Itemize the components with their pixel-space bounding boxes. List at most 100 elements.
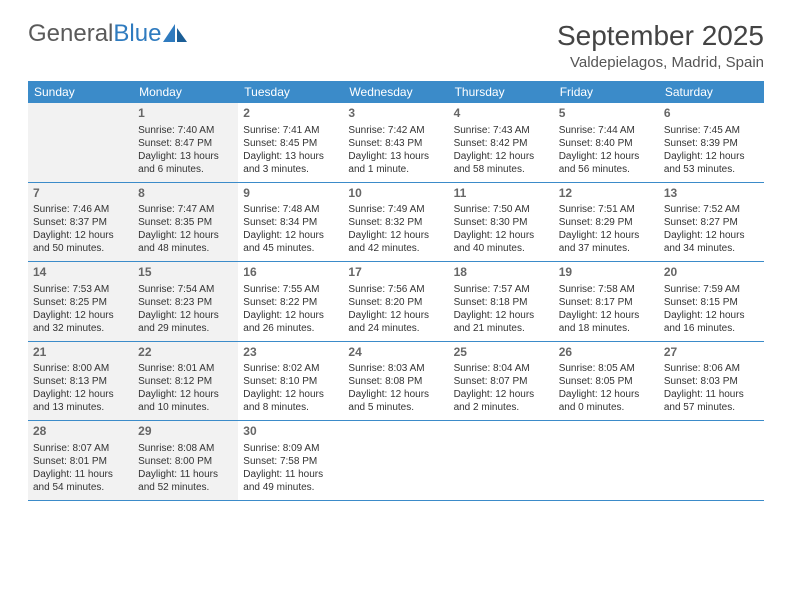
day-sunrise: Sunrise: 8:04 AM: [454, 362, 549, 375]
month-title: September 2025: [557, 20, 764, 52]
day-sunrise: Sunrise: 7:55 AM: [243, 283, 338, 296]
day-number: 8: [138, 186, 233, 202]
day-sunset: Sunset: 8:43 PM: [348, 137, 443, 150]
day-sunrise: Sunrise: 7:51 AM: [559, 203, 654, 216]
day-number: 16: [243, 265, 338, 281]
day-daylight: Daylight: 11 hours and 49 minutes.: [243, 468, 338, 494]
day-number: 17: [348, 265, 443, 281]
day-sunset: Sunset: 8:03 PM: [664, 375, 759, 388]
day-daylight: Daylight: 12 hours and 5 minutes.: [348, 388, 443, 414]
day-sunset: Sunset: 7:58 PM: [243, 455, 338, 468]
day-number: 13: [664, 186, 759, 202]
day-cell: 1Sunrise: 7:40 AMSunset: 8:47 PMDaylight…: [133, 103, 238, 182]
day-daylight: Daylight: 12 hours and 29 minutes.: [138, 309, 233, 335]
day-daylight: Daylight: 12 hours and 21 minutes.: [454, 309, 549, 335]
weekday-header: Friday: [554, 81, 659, 103]
day-sunrise: Sunrise: 8:05 AM: [559, 362, 654, 375]
day-sunset: Sunset: 8:42 PM: [454, 137, 549, 150]
day-sunset: Sunset: 8:27 PM: [664, 216, 759, 229]
day-daylight: Daylight: 12 hours and 10 minutes.: [138, 388, 233, 414]
day-daylight: Daylight: 11 hours and 54 minutes.: [33, 468, 128, 494]
day-daylight: Daylight: 13 hours and 6 minutes.: [138, 150, 233, 176]
day-cell: [659, 421, 764, 500]
day-sunset: Sunset: 8:08 PM: [348, 375, 443, 388]
day-sunset: Sunset: 8:29 PM: [559, 216, 654, 229]
day-sunrise: Sunrise: 8:06 AM: [664, 362, 759, 375]
day-cell: 24Sunrise: 8:03 AMSunset: 8:08 PMDayligh…: [343, 342, 448, 421]
day-daylight: Daylight: 11 hours and 57 minutes.: [664, 388, 759, 414]
day-sunrise: Sunrise: 7:41 AM: [243, 124, 338, 137]
day-sunrise: Sunrise: 7:50 AM: [454, 203, 549, 216]
day-sunset: Sunset: 8:25 PM: [33, 296, 128, 309]
day-sunrise: Sunrise: 7:40 AM: [138, 124, 233, 137]
day-number: 19: [559, 265, 654, 281]
day-cell: 23Sunrise: 8:02 AMSunset: 8:10 PMDayligh…: [238, 342, 343, 421]
day-daylight: Daylight: 12 hours and 42 minutes.: [348, 229, 443, 255]
day-cell: 13Sunrise: 7:52 AMSunset: 8:27 PMDayligh…: [659, 183, 764, 262]
day-sunset: Sunset: 8:22 PM: [243, 296, 338, 309]
day-cell: 6Sunrise: 7:45 AMSunset: 8:39 PMDaylight…: [659, 103, 764, 182]
day-daylight: Daylight: 12 hours and 24 minutes.: [348, 309, 443, 335]
day-cell: 21Sunrise: 8:00 AMSunset: 8:13 PMDayligh…: [28, 342, 133, 421]
day-cell: [28, 103, 133, 182]
day-sunrise: Sunrise: 7:59 AM: [664, 283, 759, 296]
day-number: 15: [138, 265, 233, 281]
day-sunrise: Sunrise: 7:48 AM: [243, 203, 338, 216]
day-daylight: Daylight: 12 hours and 34 minutes.: [664, 229, 759, 255]
day-number: 12: [559, 186, 654, 202]
day-daylight: Daylight: 12 hours and 37 minutes.: [559, 229, 654, 255]
day-number: 14: [33, 265, 128, 281]
day-sunrise: Sunrise: 8:08 AM: [138, 442, 233, 455]
day-sunset: Sunset: 8:01 PM: [33, 455, 128, 468]
day-daylight: Daylight: 12 hours and 48 minutes.: [138, 229, 233, 255]
weekday-header: Tuesday: [238, 81, 343, 103]
day-sunset: Sunset: 8:30 PM: [454, 216, 549, 229]
day-sunrise: Sunrise: 8:03 AM: [348, 362, 443, 375]
day-cell: 4Sunrise: 7:43 AMSunset: 8:42 PMDaylight…: [449, 103, 554, 182]
day-daylight: Daylight: 12 hours and 16 minutes.: [664, 309, 759, 335]
day-daylight: Daylight: 13 hours and 3 minutes.: [243, 150, 338, 176]
day-daylight: Daylight: 12 hours and 26 minutes.: [243, 309, 338, 335]
day-cell: 8Sunrise: 7:47 AMSunset: 8:35 PMDaylight…: [133, 183, 238, 262]
day-number: 5: [559, 106, 654, 122]
day-daylight: Daylight: 12 hours and 13 minutes.: [33, 388, 128, 414]
day-cell: 27Sunrise: 8:06 AMSunset: 8:03 PMDayligh…: [659, 342, 764, 421]
day-sunrise: Sunrise: 8:09 AM: [243, 442, 338, 455]
week-row: 21Sunrise: 8:00 AMSunset: 8:13 PMDayligh…: [28, 342, 764, 422]
day-sunrise: Sunrise: 7:53 AM: [33, 283, 128, 296]
day-number: 29: [138, 424, 233, 440]
day-cell: 28Sunrise: 8:07 AMSunset: 8:01 PMDayligh…: [28, 421, 133, 500]
day-cell: 29Sunrise: 8:08 AMSunset: 8:00 PMDayligh…: [133, 421, 238, 500]
day-cell: [554, 421, 659, 500]
day-daylight: Daylight: 12 hours and 45 minutes.: [243, 229, 338, 255]
day-cell: 10Sunrise: 7:49 AMSunset: 8:32 PMDayligh…: [343, 183, 448, 262]
day-cell: 19Sunrise: 7:58 AMSunset: 8:17 PMDayligh…: [554, 262, 659, 341]
day-sunset: Sunset: 8:12 PM: [138, 375, 233, 388]
day-number: 22: [138, 345, 233, 361]
day-number: 9: [243, 186, 338, 202]
day-number: 7: [33, 186, 128, 202]
day-cell: 18Sunrise: 7:57 AMSunset: 8:18 PMDayligh…: [449, 262, 554, 341]
week-row: 28Sunrise: 8:07 AMSunset: 8:01 PMDayligh…: [28, 421, 764, 501]
day-cell: 26Sunrise: 8:05 AMSunset: 8:05 PMDayligh…: [554, 342, 659, 421]
day-number: 10: [348, 186, 443, 202]
day-sunrise: Sunrise: 7:43 AM: [454, 124, 549, 137]
location: Valdepielagos, Madrid, Spain: [557, 54, 764, 71]
day-sunset: Sunset: 8:35 PM: [138, 216, 233, 229]
day-cell: 14 Sunrise: 7:53 AMSunset: 8:25 PMDayligh…: [28, 262, 133, 341]
day-sunset: Sunset: 8:37 PM: [33, 216, 128, 229]
day-daylight: Daylight: 12 hours and 18 minutes.: [559, 309, 654, 335]
day-cell: 12Sunrise: 7:51 AMSunset: 8:29 PMDayligh…: [554, 183, 659, 262]
day-number: 21: [33, 345, 128, 361]
day-cell: 11Sunrise: 7:50 AMSunset: 8:30 PMDayligh…: [449, 183, 554, 262]
day-number: 2: [243, 106, 338, 122]
day-sunset: Sunset: 8:20 PM: [348, 296, 443, 309]
day-number: 28: [33, 424, 128, 440]
day-daylight: Daylight: 12 hours and 0 minutes.: [559, 388, 654, 414]
day-sunrise: Sunrise: 7:45 AM: [664, 124, 759, 137]
logo-text-1: General: [28, 20, 113, 48]
day-daylight: Daylight: 12 hours and 8 minutes.: [243, 388, 338, 414]
day-sunset: Sunset: 8:18 PM: [454, 296, 549, 309]
weekday-header: Sunday: [28, 81, 133, 103]
day-daylight: Daylight: 12 hours and 32 minutes.: [33, 309, 128, 335]
